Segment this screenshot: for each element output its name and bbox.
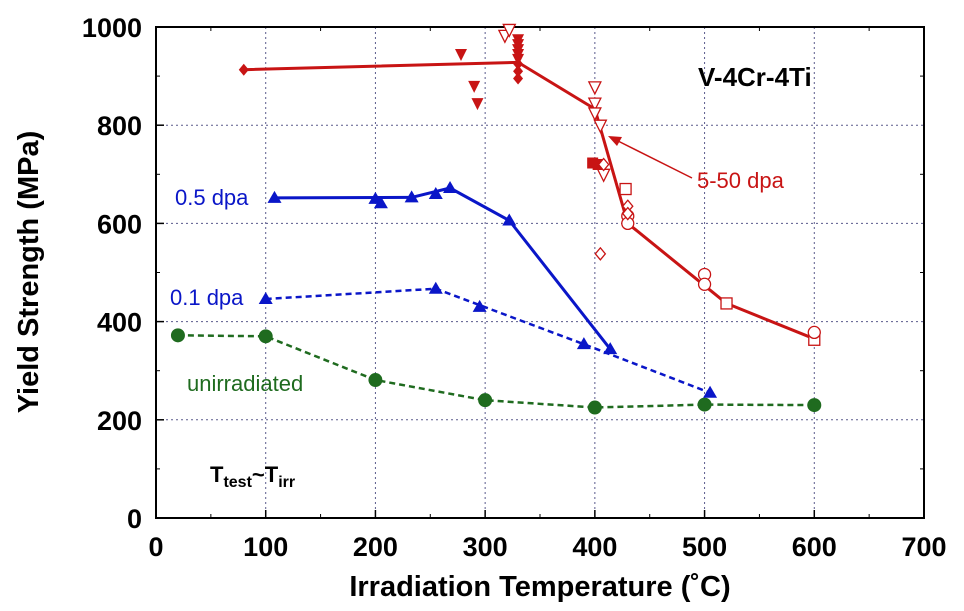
grid (156, 27, 924, 518)
y-tick-label: 1000 (82, 13, 142, 43)
label-0.5-dpa: 0.5 dpa (175, 185, 249, 210)
x-tick-label: 400 (572, 532, 617, 562)
data-point (621, 206, 634, 221)
data-point (703, 385, 718, 398)
x-tick-label: 200 (353, 532, 398, 562)
label-unirradiated: unirradiated (187, 371, 303, 396)
series-line-5-50-dpa (243, 60, 815, 341)
data-point (597, 157, 610, 172)
x-tick-label: 100 (243, 532, 288, 562)
x-tick-label: 300 (463, 532, 508, 562)
x-tick-label: 600 (792, 532, 837, 562)
data-point (594, 246, 607, 261)
series-line-0-5-dpa (274, 186, 612, 351)
data-point (468, 80, 481, 93)
alloy-label: V-4Cr-4Ti (698, 62, 812, 92)
data-point (373, 196, 388, 209)
data-point (471, 98, 484, 111)
data-point (587, 107, 602, 122)
data-point (455, 49, 468, 62)
data-point (587, 400, 602, 415)
data-point (587, 81, 602, 96)
y-tick-label: 400 (97, 308, 142, 338)
x-tick-label: 0 (148, 532, 163, 562)
data-point (807, 398, 822, 413)
series-markers (170, 23, 822, 415)
data-point (720, 297, 733, 310)
data-point (513, 72, 524, 85)
data-point (443, 181, 458, 194)
y-axis-title: Yield Strength (MPa) (13, 131, 45, 414)
data-point (603, 342, 618, 355)
data-point (238, 63, 249, 76)
data-point (502, 23, 517, 38)
plot-frame (155, 26, 925, 519)
series-line-0-1-dpa (265, 287, 711, 394)
y-tick-label: 0 (127, 504, 142, 534)
x-axis-title: Irradiation Temperature (˚C) (349, 571, 730, 603)
data-point (404, 190, 419, 203)
data-point (258, 329, 273, 344)
data-point (502, 213, 517, 226)
data-point (593, 119, 608, 134)
data-point (619, 182, 632, 196)
data-point (170, 328, 185, 343)
data-point (587, 97, 602, 112)
x-tick-label: 500 (682, 532, 727, 562)
data-point (513, 65, 524, 78)
label-0.1-dpa: 0.1 dpa (170, 285, 244, 310)
y-tick-label: 600 (97, 209, 142, 239)
data-point (368, 373, 383, 388)
data-point (697, 277, 712, 291)
series-lines (177, 60, 815, 409)
data-point (807, 325, 821, 340)
data-point (478, 393, 493, 408)
data-point (267, 190, 282, 203)
data-point (428, 186, 443, 199)
data-point (697, 397, 712, 412)
annotation-arrow (608, 136, 693, 179)
label-5-50-dpa: 5-50 dpa (697, 168, 785, 193)
data-point (512, 53, 525, 66)
data-point (576, 337, 591, 350)
condition-label: Ttest~Tirr (210, 462, 295, 491)
axis-ticks: 0 100 200 300 400 500 600 700 0 200 400 600 800 1000 (82, 13, 947, 562)
x-tick-label: 700 (901, 532, 946, 562)
y-tick-label: 200 (97, 406, 142, 436)
data-point (258, 292, 273, 305)
data-point (472, 299, 487, 312)
y-tick-label: 800 (97, 111, 142, 141)
data-point (428, 281, 443, 294)
